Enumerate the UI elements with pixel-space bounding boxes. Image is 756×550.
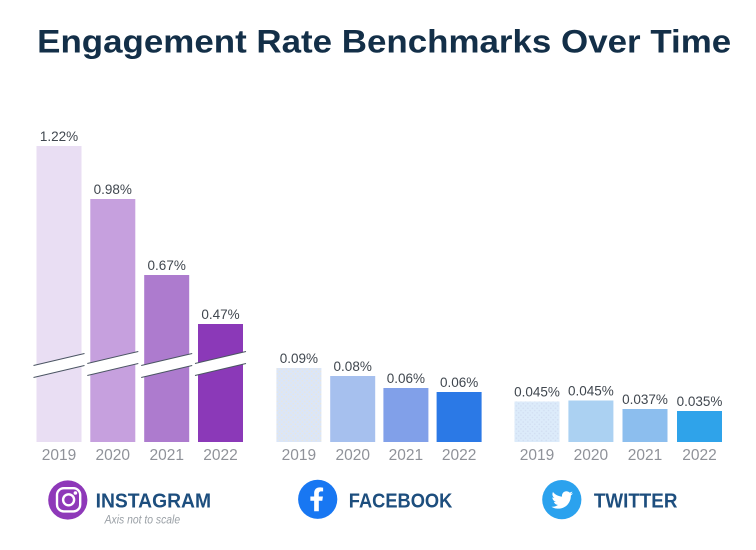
svg-text:2020: 2020 (96, 447, 131, 464)
svg-text:0.045%: 0.045% (514, 385, 560, 400)
svg-text:FACEBOOK: FACEBOOK (349, 491, 453, 513)
svg-text:2022: 2022 (203, 447, 237, 464)
svg-text:0.037%: 0.037% (622, 392, 668, 407)
svg-text:0.08%: 0.08% (334, 359, 372, 374)
svg-text:0.035%: 0.035% (677, 394, 723, 409)
svg-text:0.06%: 0.06% (440, 375, 478, 390)
svg-text:0.47%: 0.47% (201, 307, 239, 322)
svg-text:Engagement Rate Benchmarks Ove: Engagement Rate Benchmarks Over Time (37, 24, 731, 60)
svg-text:0.98%: 0.98% (94, 182, 132, 197)
svg-text:0.67%: 0.67% (148, 258, 186, 273)
svg-text:2021: 2021 (149, 447, 183, 464)
svg-text:2022: 2022 (442, 447, 476, 464)
svg-text:2022: 2022 (682, 447, 716, 464)
svg-text:2019: 2019 (520, 447, 554, 464)
svg-text:INSTAGRAM: INSTAGRAM (96, 491, 212, 513)
svg-text:Axis not to scale: Axis not to scale (104, 513, 181, 527)
svg-text:2021: 2021 (628, 447, 662, 464)
svg-text:0.09%: 0.09% (280, 351, 318, 366)
svg-text:2020: 2020 (574, 447, 609, 464)
svg-text:0.045%: 0.045% (568, 384, 614, 399)
svg-text:2019: 2019 (42, 447, 76, 464)
svg-text:TWITTER: TWITTER (594, 491, 678, 513)
svg-text:0.06%: 0.06% (387, 371, 425, 386)
svg-text:2020: 2020 (335, 447, 370, 464)
svg-text:2019: 2019 (282, 447, 316, 464)
svg-text:1.22%: 1.22% (40, 129, 78, 144)
svg-text:2021: 2021 (389, 447, 423, 464)
